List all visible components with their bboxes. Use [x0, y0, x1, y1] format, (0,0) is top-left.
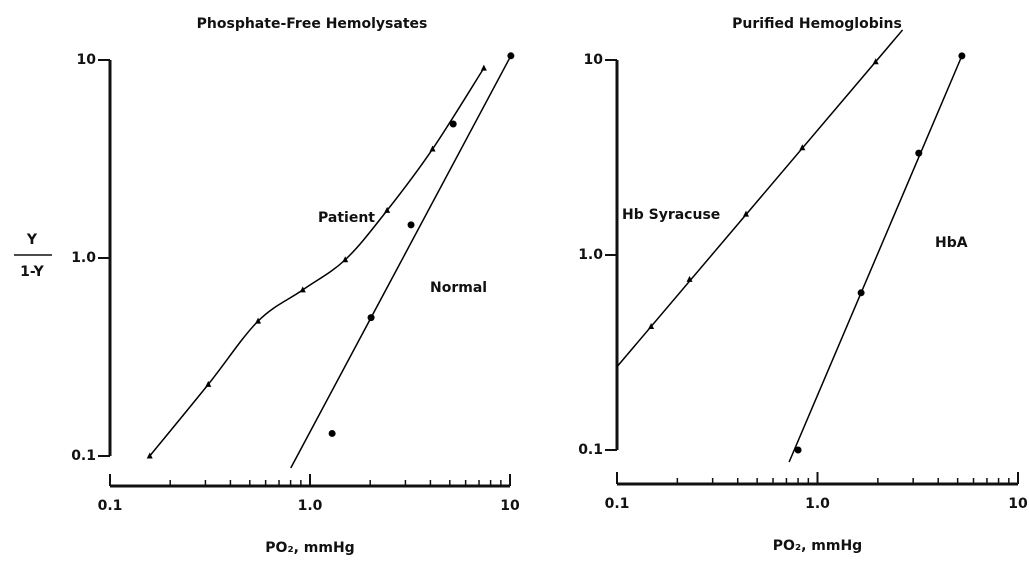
point: [686, 275, 693, 282]
point: [342, 256, 349, 263]
point: [480, 64, 487, 71]
y-tick-label: 0.1: [578, 442, 603, 458]
x-tick-label: 0.1: [98, 498, 123, 514]
curve: [149, 67, 485, 457]
point: [146, 452, 153, 459]
fit-line: [788, 55, 963, 463]
point: [255, 317, 262, 324]
series-label: HbA: [935, 235, 968, 251]
series-label: Patient: [318, 210, 375, 226]
point: [449, 120, 457, 128]
x-tick-label: 0.1: [605, 496, 630, 512]
x-tick-label: 10: [500, 498, 520, 514]
y-label-numerator: Y: [26, 232, 38, 248]
y-tick-label: 10: [584, 52, 604, 68]
x-tick-label: 10: [1008, 496, 1028, 512]
point: [507, 52, 515, 60]
point: [958, 52, 966, 60]
y-tick-label: 0.1: [71, 448, 96, 464]
point: [743, 210, 750, 217]
x-axis-label: PO₂, mmHg: [265, 540, 354, 556]
point: [794, 446, 802, 454]
x-tick-label: 1.0: [805, 496, 830, 512]
series-label: Normal: [430, 280, 487, 296]
fit-line: [290, 55, 512, 469]
x-tick-label: 1.0: [298, 498, 323, 514]
point: [205, 380, 212, 387]
fit-line: [616, 29, 904, 368]
point: [915, 149, 923, 157]
point: [407, 221, 415, 229]
point: [328, 429, 336, 437]
point: [872, 58, 879, 65]
point: [648, 322, 655, 329]
point: [299, 286, 306, 293]
point: [367, 314, 375, 322]
y-label-denominator: 1-Y: [20, 264, 44, 280]
point: [857, 289, 865, 297]
point: [799, 144, 806, 151]
y-tick-label: 1.0: [578, 247, 603, 263]
series-label: Hb Syracuse: [622, 207, 720, 223]
y-tick-label: 1.0: [71, 250, 96, 266]
y-tick-label: 10: [77, 52, 97, 68]
x-axis-label: PO₂, mmHg: [773, 538, 862, 554]
chart-title: Phosphate-Free Hemolysates: [197, 16, 428, 32]
point: [384, 206, 391, 213]
chart-title: Purified Hemoglobins: [732, 16, 902, 32]
point: [429, 145, 436, 152]
